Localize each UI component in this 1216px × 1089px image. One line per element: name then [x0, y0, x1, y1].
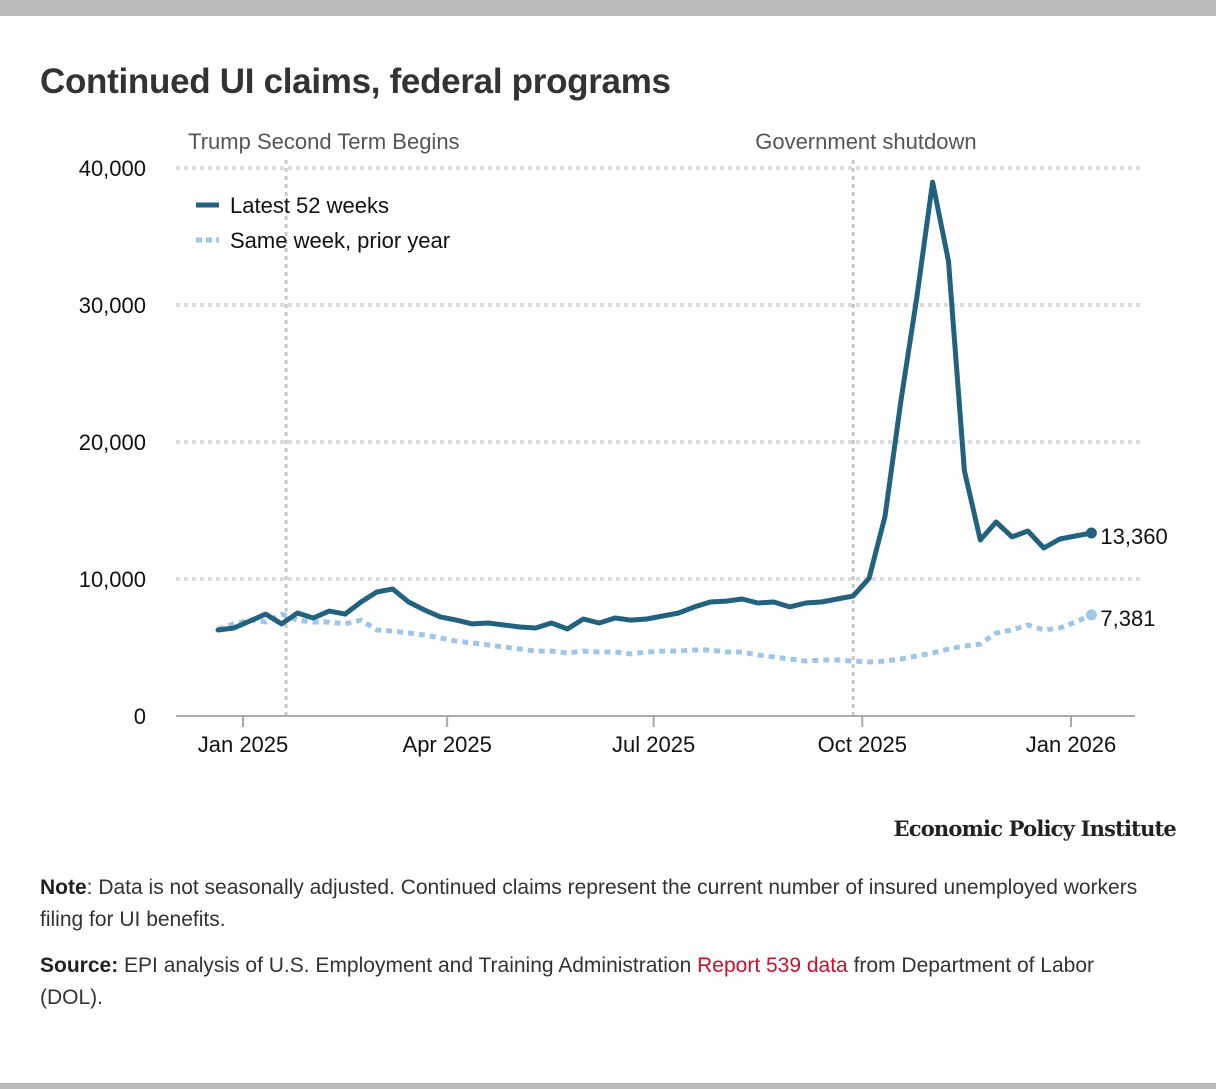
note-text: : Data is not seasonally adjusted. Conti…	[40, 876, 1138, 931]
note-label: Note	[40, 876, 87, 899]
note: Note: Data is not seasonally adjusted. C…	[40, 872, 1160, 936]
series: 7,381 13,360	[215, 179, 1168, 665]
brand-logo: Economic Policy Institute	[893, 816, 1177, 841]
top-border	[0, 0, 1216, 16]
x-tick-label: Jan 2025	[198, 732, 289, 757]
y-tick-label: 30,000	[79, 293, 146, 318]
gridlines	[176, 166, 1140, 581]
source-text-before: EPI analysis of U.S. Employment and Trai…	[118, 954, 698, 977]
x-tick-label: Jul 2025	[612, 732, 695, 757]
legend-label-latest-52-weeks: Latest 52 weeks	[230, 193, 389, 218]
y-tick-label: 40,000	[79, 156, 146, 181]
y-axis: 0 10,000 20,000 30,000 40,000	[79, 156, 146, 729]
annotations: Trump Second Term Begins Government shutd…	[188, 129, 977, 716]
end-label-same-week-prior-year: 7,381	[1100, 606, 1155, 631]
end-label-latest-52-weeks: 13,360	[1100, 524, 1167, 549]
x-axis: Jan 2025 Apr 2025 Jul 2025 Oct 2025 Jan 2026	[176, 715, 1135, 757]
x-tick-label: Jan 2026	[1026, 732, 1117, 757]
y-tick-label: 0	[134, 704, 146, 729]
legend: Latest 52 weeks Same week, prior year	[196, 193, 450, 253]
x-tick-label: Oct 2025	[818, 732, 907, 757]
y-tick-label: 20,000	[79, 430, 146, 455]
annotation-label-trump-second-term-begins: Trump Second Term Begins	[188, 129, 459, 154]
line-chart: Trump Second Term Begins Government shutd…	[79, 129, 1168, 757]
x-tick-label: Apr 2025	[403, 732, 492, 757]
report-539-link[interactable]: Report 539 data	[697, 954, 848, 977]
legend-label-same-week-prior-year: Same week, prior year	[230, 228, 450, 253]
source: Source: EPI analysis of U.S. Employment …	[40, 950, 1160, 1014]
bottom-border	[0, 1083, 1216, 1089]
series-line-latest-52-weeks	[215, 179, 1094, 633]
annotation-label-government-shutdown: Government shutdown	[755, 129, 976, 154]
source-text-after: from Department of Labor (DOL).	[40, 954, 1095, 1009]
y-tick-label: 10,000	[79, 567, 146, 592]
source-label: Source:	[40, 954, 119, 977]
end-marker-latest-52-weeks	[1085, 527, 1097, 539]
chart-title: Continued UI claims, federal programs	[40, 62, 671, 101]
end-marker-same-week-prior-year	[1085, 609, 1097, 621]
series-line-same-week-prior-year	[217, 611, 1093, 665]
